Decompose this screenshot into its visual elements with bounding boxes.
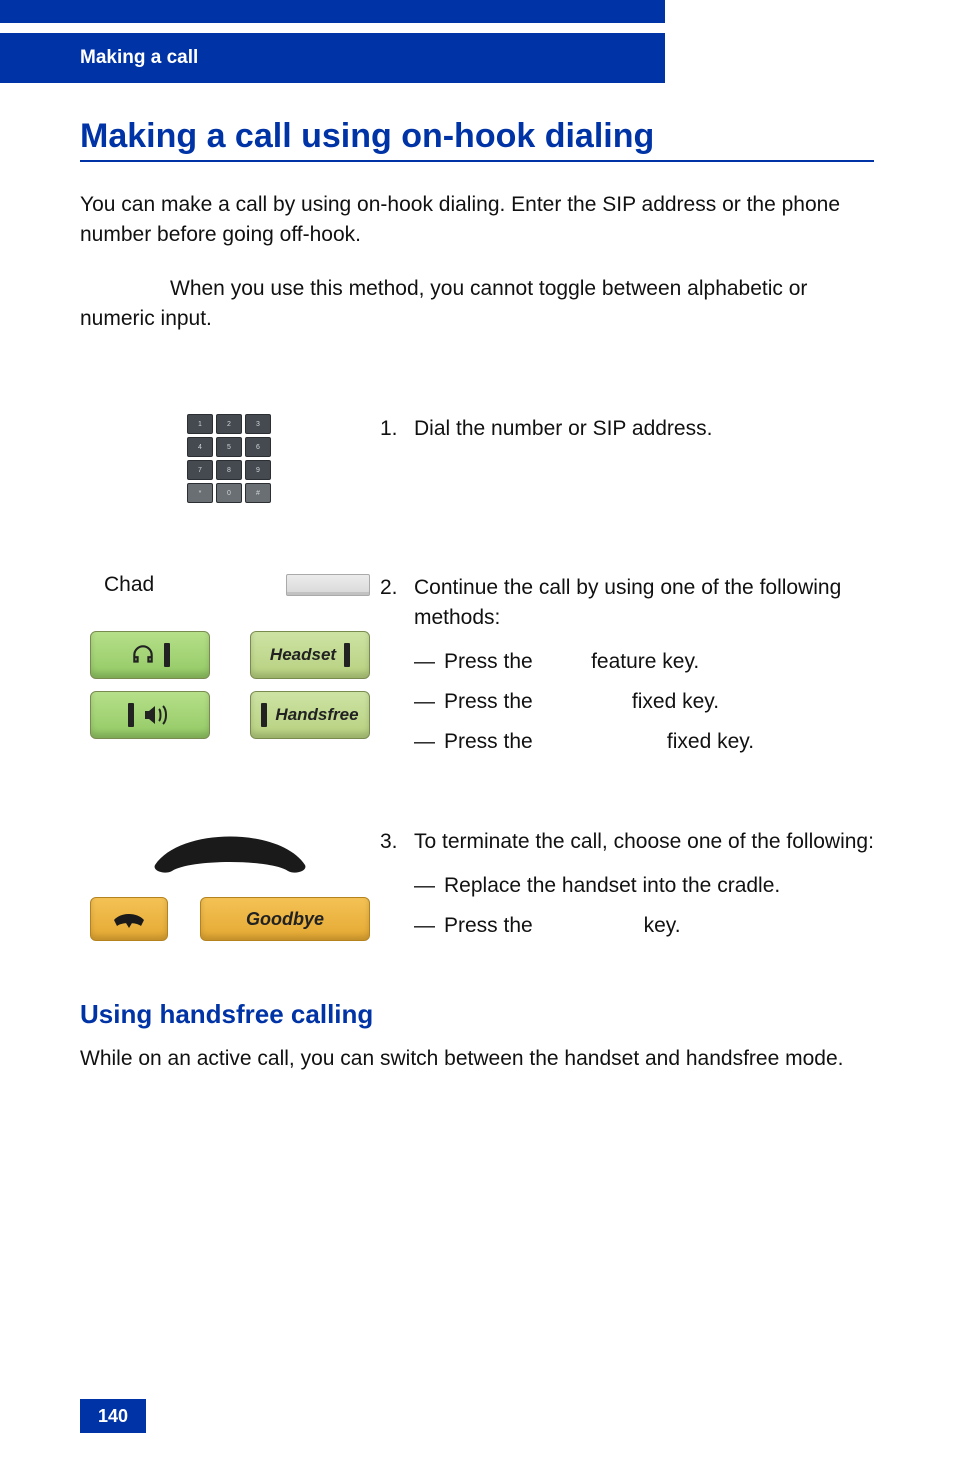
sub-item-text: Press the fixed key. xyxy=(444,687,874,717)
keypad-key: * xyxy=(187,483,213,503)
keypad-key: # xyxy=(245,483,271,503)
steps-list: 1 2 3 4 5 6 7 8 9 * 0 # 1.Dia xyxy=(80,414,874,941)
keypad-key: 3 xyxy=(245,414,271,434)
indicator-light xyxy=(128,703,134,727)
note-text: When you use this method, you cannot tog… xyxy=(80,277,807,330)
step-number: 2. xyxy=(380,573,414,603)
step3-text: 3.To terminate the call, choose one of t… xyxy=(380,827,874,941)
sub-item: — Press the key. xyxy=(380,911,874,941)
keypad-key: 6 xyxy=(245,437,271,457)
indicator-light xyxy=(344,643,350,667)
t: Press the xyxy=(444,730,539,753)
page: Making a call Making a call using on-hoo… xyxy=(0,0,954,1475)
keypad-icon: 1 2 3 4 5 6 7 8 9 * 0 # xyxy=(187,414,273,503)
dash-icon: — xyxy=(414,647,444,677)
line-feature-key xyxy=(286,574,370,596)
step2-illustration: Chad Headset xyxy=(80,573,380,739)
line-key-row: Chad xyxy=(90,573,370,597)
goodbye-key-label: Goodbye xyxy=(246,909,324,930)
handsfree-key-label: Handsfree xyxy=(275,705,358,725)
handsfree-label-key: Handsfree xyxy=(250,691,370,739)
step3-illustration: Goodbye xyxy=(80,827,380,941)
keypad-key: 1 xyxy=(187,414,213,434)
header-section-label: Making a call xyxy=(80,47,198,69)
step-number: 1. xyxy=(380,414,414,444)
fixed-keys-grid: Headset Handsfree xyxy=(90,631,370,739)
goodbye-label-key: Goodbye xyxy=(200,897,370,941)
step-row: 1 2 3 4 5 6 7 8 9 * 0 # 1.Dia xyxy=(80,414,874,503)
keypad-key: 8 xyxy=(216,460,242,480)
keypad-key: 9 xyxy=(245,460,271,480)
t: Press the xyxy=(444,690,539,713)
headset-icon-key xyxy=(90,631,210,679)
keypad-key: 5 xyxy=(216,437,242,457)
t: Press the xyxy=(444,914,539,937)
dash-icon: — xyxy=(414,911,444,941)
step1-text: 1.Dial the number or SIP address. xyxy=(380,414,874,444)
t: fixed key. xyxy=(661,730,754,753)
t: Press the xyxy=(444,650,539,673)
dash-icon: — xyxy=(414,727,444,757)
handset-icon xyxy=(140,827,320,877)
note-paragraph: When you use this method, you cannot tog… xyxy=(80,274,874,334)
step-number: 3. xyxy=(380,827,414,857)
section-paragraph: While on an active call, you can switch … xyxy=(80,1044,874,1074)
hangup-icon-key xyxy=(90,897,168,941)
section-heading: Using handsfree calling xyxy=(80,999,874,1030)
sub-item: — Press the fixed key. xyxy=(380,727,874,757)
headset-key-label: Headset xyxy=(270,645,336,665)
step-body: Continue the call by using one of the fo… xyxy=(414,573,874,633)
indicator-light xyxy=(261,703,267,727)
sub-item-text: Press the key. xyxy=(444,911,874,941)
sub-item-text: Press the fixed key. xyxy=(444,727,874,757)
keypad-key: 4 xyxy=(187,437,213,457)
sub-item-text: Press the feature key. xyxy=(444,647,874,677)
intro-paragraph: You can make a call by using on-hook dia… xyxy=(80,190,874,250)
hangup-icon xyxy=(111,908,147,930)
fixed-keys-row: Headset xyxy=(90,631,370,679)
step-body: To terminate the call, choose one of the… xyxy=(414,827,874,857)
sub-item: — Press the fixed key. xyxy=(380,687,874,717)
step-row: Goodbye 3.To terminate the call, choose … xyxy=(80,827,874,941)
step-row: Chad Headset xyxy=(80,573,874,757)
headset-label-key: Headset xyxy=(250,631,370,679)
dash-icon: — xyxy=(414,871,444,901)
keypad-key: 0 xyxy=(216,483,242,503)
step3-subitems: — Replace the handset into the cradle. —… xyxy=(380,871,874,941)
header-top-strip xyxy=(0,0,665,23)
keypad-key: 2 xyxy=(216,414,242,434)
page-number: 140 xyxy=(80,1399,146,1433)
header-band: Making a call xyxy=(0,33,665,83)
fixed-keys-row: Handsfree xyxy=(90,691,370,739)
line-key-label: Chad xyxy=(104,573,154,597)
dash-icon: — xyxy=(414,687,444,717)
speaker-icon xyxy=(142,704,172,726)
step-body: Dial the number or SIP address. xyxy=(414,414,874,444)
indicator-light xyxy=(164,643,170,667)
handsfree-icon-key xyxy=(90,691,210,739)
step2-subitems: — Press the feature key. — Press the fix… xyxy=(380,647,874,757)
content: Making a call using on-hook dialing You … xyxy=(0,117,954,1074)
goodbye-keys-row: Goodbye xyxy=(90,897,370,941)
sub-item: — Replace the handset into the cradle. xyxy=(380,871,874,901)
sub-item-text: Replace the handset into the cradle. xyxy=(444,871,874,901)
headset-icon xyxy=(130,642,156,668)
t: key. xyxy=(638,914,681,937)
page-title: Making a call using on-hook dialing xyxy=(80,117,874,162)
sub-item: — Press the feature key. xyxy=(380,647,874,677)
t: feature key. xyxy=(585,650,699,673)
keypad-key: 7 xyxy=(187,460,213,480)
t: fixed key. xyxy=(626,690,719,713)
step1-illustration: 1 2 3 4 5 6 7 8 9 * 0 # xyxy=(80,414,380,503)
step2-text: 2.Continue the call by using one of the … xyxy=(380,573,874,757)
